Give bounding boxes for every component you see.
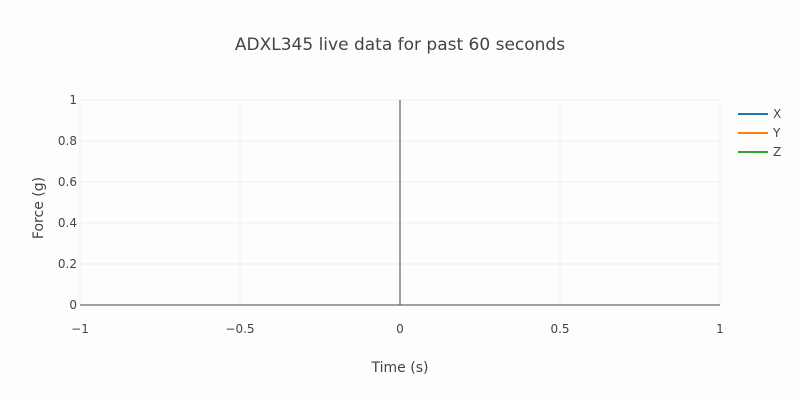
x-tick-label: −1 [71, 322, 89, 336]
legend-label: Z [773, 145, 781, 159]
y-axis-title: Force (g) [31, 177, 47, 239]
legend-item-z[interactable]: Z [738, 145, 781, 159]
y-tick-label: 1 [69, 93, 77, 107]
legend[interactable]: XYZ [738, 107, 781, 159]
zero-lines [80, 100, 720, 306]
legend-label: Y [772, 126, 781, 140]
legend-item-y[interactable]: Y [738, 126, 781, 140]
y-tick-label: 0.2 [58, 257, 77, 271]
legend-item-x[interactable]: X [738, 107, 781, 121]
y-axis-ticks: 0 0.2 0.4 0.6 0.8 1 [58, 93, 77, 312]
legend-label: X [773, 107, 781, 121]
x-tick-label: 0 [396, 322, 404, 336]
y-tick-label: 0 [69, 298, 77, 312]
x-tick-label: −0.5 [225, 322, 254, 336]
chart-title: ADXL345 live data for past 60 seconds [235, 35, 565, 55]
x-axis-title: Time (s) [371, 360, 429, 376]
x-tick-label: 0.5 [550, 322, 569, 336]
y-tick-label: 0.8 [58, 134, 77, 148]
x-axis-ticks: −1 −0.5 0 0.5 1 [71, 322, 724, 336]
y-tick-label: 0.4 [58, 216, 77, 230]
x-tick-label: 1 [716, 322, 724, 336]
y-tick-label: 0.6 [58, 175, 77, 189]
